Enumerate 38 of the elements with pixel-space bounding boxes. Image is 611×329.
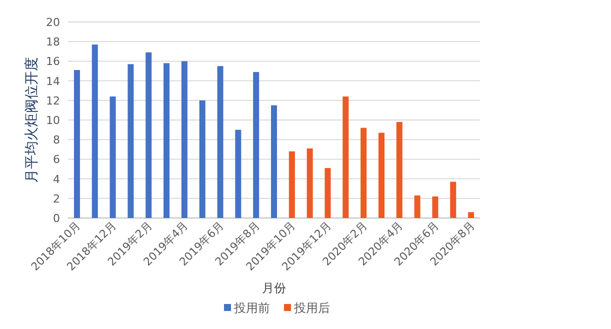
y-tick-label: 2: [53, 192, 60, 206]
bar: [414, 195, 420, 218]
bar: [74, 70, 80, 218]
bar: [432, 196, 438, 218]
bar: [468, 212, 474, 218]
bar: [324, 168, 331, 218]
bar: [217, 66, 224, 218]
y-tick-label: 6: [53, 153, 60, 166]
bar: [164, 63, 170, 218]
y-tick-label: 0: [53, 212, 60, 225]
bar: [146, 52, 152, 218]
bar: [271, 105, 277, 218]
bar: [199, 100, 206, 218]
y-tick-label: 12: [46, 94, 60, 108]
y-tick-label: 18: [46, 36, 60, 49]
bar: [450, 182, 456, 218]
y-tick-label: 14: [46, 74, 60, 88]
bar: [253, 72, 260, 218]
bar: [288, 151, 295, 218]
bar: [396, 122, 402, 218]
bar: [235, 130, 242, 218]
y-axis-title: 月平均火炬阀位开度: [24, 57, 40, 183]
legend-label: 投用前: [233, 301, 270, 315]
x-axis-title: 月份: [262, 281, 286, 295]
y-tick-label: 10: [46, 114, 60, 127]
bar: [181, 61, 188, 218]
y-tick-label: 20: [46, 16, 60, 29]
y-tick-label: 16: [46, 55, 60, 68]
bar: [92, 44, 98, 218]
bar: [306, 148, 313, 218]
bar: [360, 128, 367, 218]
bar: [342, 96, 349, 218]
y-tick-label: 4: [53, 172, 60, 186]
y-tick-label: 8: [53, 134, 60, 147]
legend-label: 投用后: [293, 301, 330, 315]
bar: [378, 132, 384, 218]
bar: [110, 96, 116, 218]
bar: [128, 64, 134, 218]
